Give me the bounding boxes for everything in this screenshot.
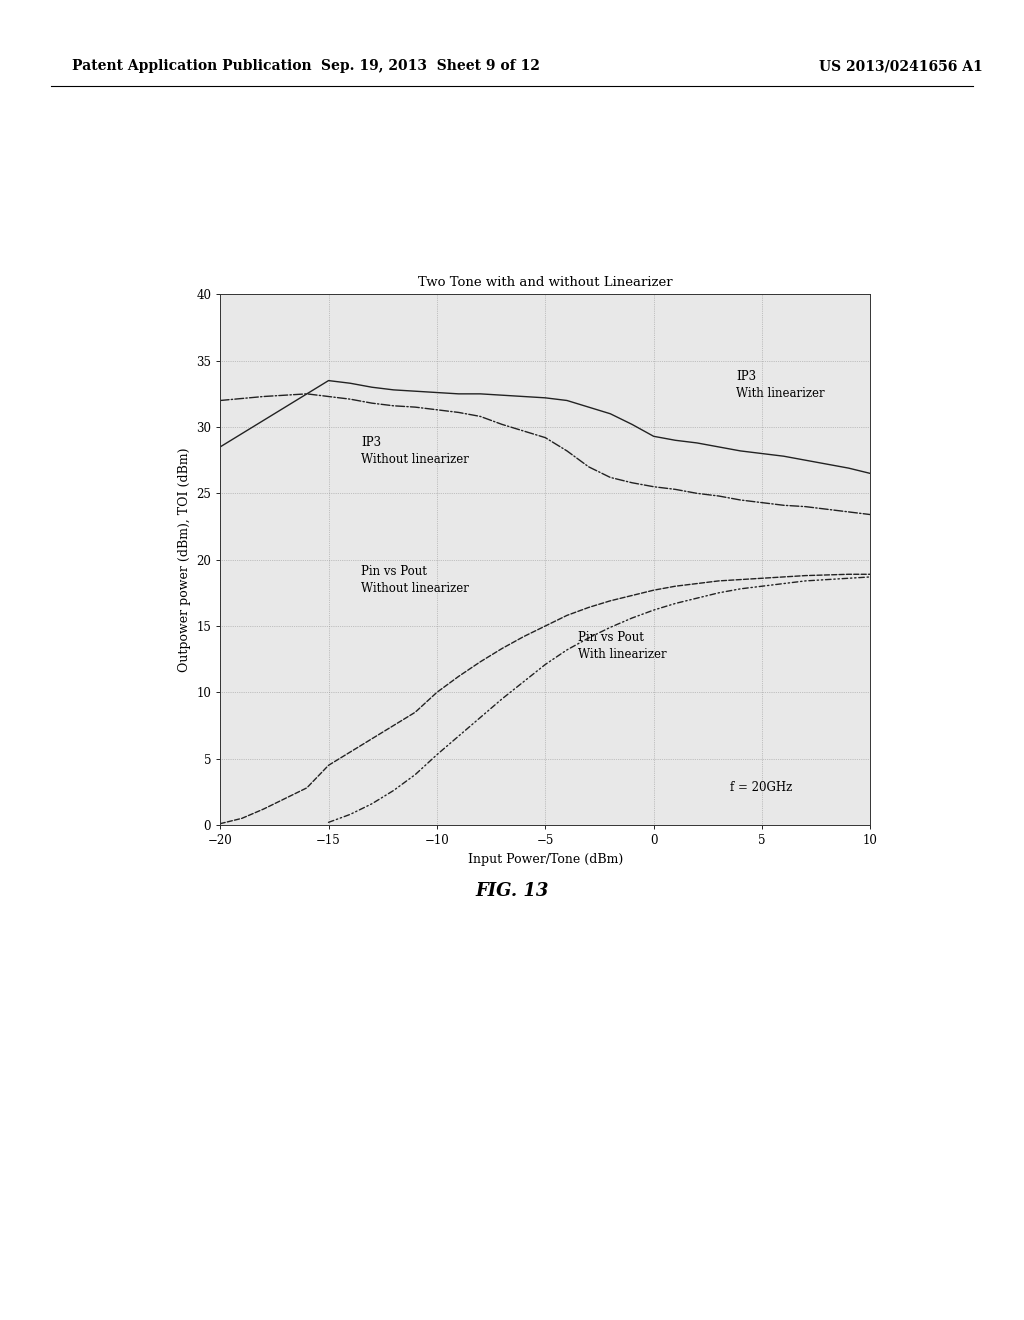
Text: US 2013/0241656 A1: US 2013/0241656 A1 bbox=[819, 59, 983, 74]
Text: IP3
Without linearizer: IP3 Without linearizer bbox=[361, 436, 469, 466]
Title: Two Tone with and without Linearizer: Two Tone with and without Linearizer bbox=[418, 276, 673, 289]
X-axis label: Input Power/Tone (dBm): Input Power/Tone (dBm) bbox=[468, 853, 623, 866]
Text: Patent Application Publication: Patent Application Publication bbox=[72, 59, 311, 74]
Text: Sep. 19, 2013  Sheet 9 of 12: Sep. 19, 2013 Sheet 9 of 12 bbox=[321, 59, 540, 74]
Text: Pin vs Pout
With linearizer: Pin vs Pout With linearizer bbox=[578, 631, 667, 661]
Text: IP3
With linearizer: IP3 With linearizer bbox=[736, 370, 824, 400]
Y-axis label: Outpower power (dBm), TOI (dBm): Outpower power (dBm), TOI (dBm) bbox=[177, 447, 190, 672]
Text: f = 20GHz: f = 20GHz bbox=[729, 781, 792, 795]
Text: FIG. 13: FIG. 13 bbox=[475, 882, 549, 900]
Text: Pin vs Pout
Without linearizer: Pin vs Pout Without linearizer bbox=[361, 565, 469, 594]
